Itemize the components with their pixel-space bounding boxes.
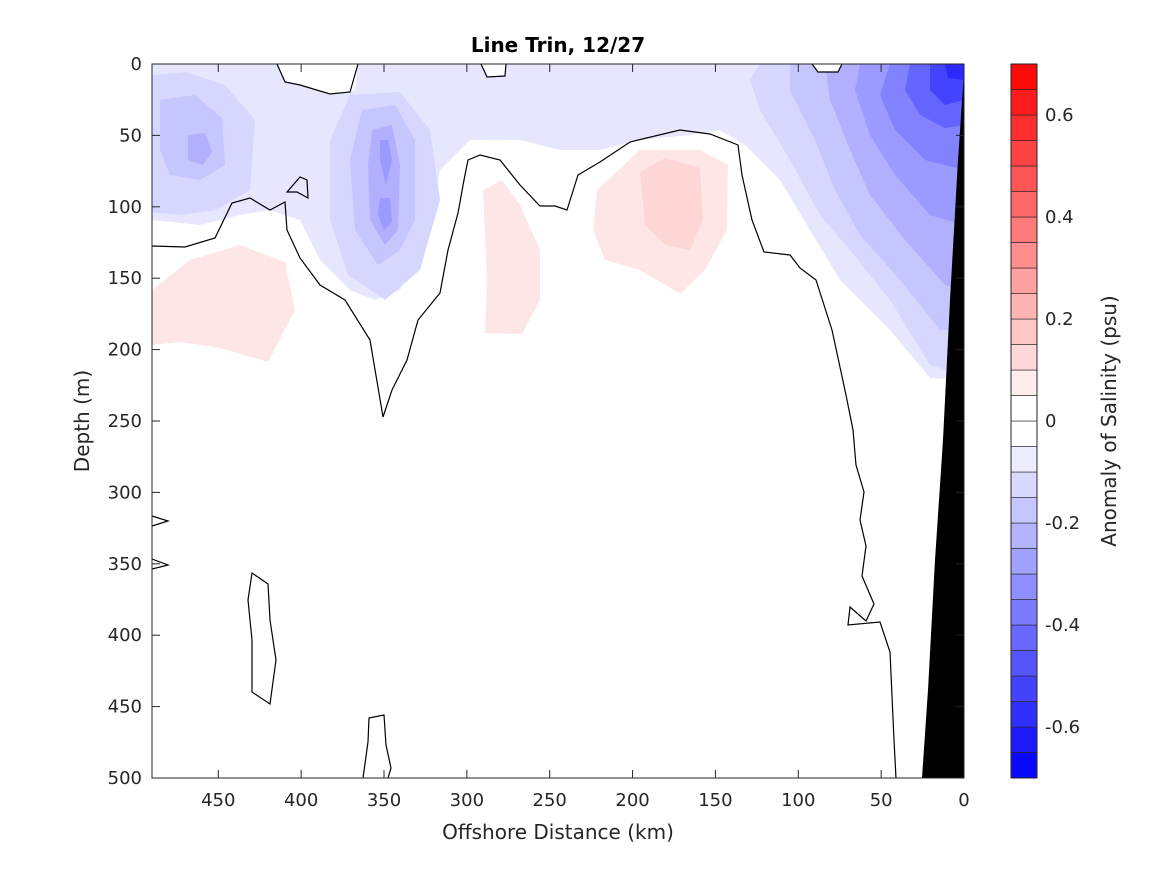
colorbar-cell xyxy=(1010,369,1038,396)
y-tick-label: 500 xyxy=(108,768,142,789)
colorbar-cell xyxy=(1010,114,1038,141)
x-tick-label: 450 xyxy=(201,790,235,811)
salty-patch-460km xyxy=(152,245,295,362)
zero-contour-small-loop xyxy=(285,176,309,200)
colorbar-cell xyxy=(1010,293,1038,320)
zero-contour-island-1 xyxy=(247,571,277,706)
x-tick-label: 0 xyxy=(958,790,969,811)
colorbar-tick-label: 0.2 xyxy=(1045,309,1074,330)
zero-contour-main xyxy=(152,129,897,778)
x-tick-label: 50 xyxy=(870,790,893,811)
surface-hole-3 xyxy=(812,64,842,72)
x-tick-label: 150 xyxy=(698,790,732,811)
colorbar-cell xyxy=(1010,89,1038,116)
colorbar-cell xyxy=(1010,63,1038,90)
colorbar-cell xyxy=(1010,650,1038,677)
y-tick-label: 450 xyxy=(108,697,142,718)
colorbar-cell xyxy=(1010,165,1038,192)
salty-patch-180km-inner xyxy=(640,158,703,250)
colorbar-cell xyxy=(1010,191,1038,218)
fresh-350km-l3 xyxy=(368,125,400,245)
x-ticks: 450 400 350 300 250 200 150 100 50 0 xyxy=(201,64,970,811)
y-ticks: 0 50 100 150 200 250 300 350 400 450 500 xyxy=(108,54,964,789)
colorbar-tick-label: -0.4 xyxy=(1045,615,1080,636)
colorbar-ticks: 0.6 0.4 0.2 0 -0.2 -0.4 -0.6 xyxy=(1045,105,1080,738)
colorbar-cell xyxy=(1010,701,1038,728)
colorbar-tick-label: -0.2 xyxy=(1045,513,1080,534)
colorbar-frame xyxy=(1010,63,1038,779)
zero-contour-surface-1 xyxy=(276,64,359,95)
colorbar-cell xyxy=(1010,752,1038,779)
colorbar-cell xyxy=(1010,497,1038,524)
zero-contour-surface-3 xyxy=(811,64,843,73)
colorbar-cell xyxy=(1010,599,1038,626)
y-tick-label: 150 xyxy=(108,268,142,289)
fresh-470km-l3 xyxy=(188,133,212,165)
x-tick-label: 100 xyxy=(781,790,815,811)
y-tick-label: 50 xyxy=(119,125,142,146)
colorbar-cell xyxy=(1010,446,1038,473)
colorbar-tick-label: -0.6 xyxy=(1045,717,1080,738)
colorbar-cell xyxy=(1010,675,1038,702)
y-tick-label: 400 xyxy=(108,625,142,646)
plot-area: 450 400 350 300 250 200 150 100 50 0 050100150200… xyxy=(108,54,970,811)
x-tick-label: 350 xyxy=(367,790,401,811)
colorbar: 0.6 0.4 0.2 0 -0.2 -0.4 -0.6 Anomaly of Salini… xyxy=(1010,63,1121,779)
x-axis-label: Offshore Distance (km) xyxy=(442,820,674,844)
fresh-nearshore-l8 xyxy=(945,64,964,80)
fresh-350km-l4 xyxy=(378,140,392,230)
x-tick-label: 250 xyxy=(533,790,567,811)
x-tick-label: 400 xyxy=(284,790,318,811)
colorbar-cell xyxy=(1010,216,1038,243)
colorbar-cell xyxy=(1010,395,1038,422)
colorbar-cell xyxy=(1010,471,1038,498)
zero-contour-island-2 xyxy=(362,714,392,778)
surface-hole-2 xyxy=(481,64,506,78)
chart-title: Line Trin, 12/27 xyxy=(471,33,645,57)
bathymetry xyxy=(922,72,964,778)
y-axis-label: Depth (m) xyxy=(70,370,94,472)
colorbar-cell xyxy=(1010,624,1038,651)
colorbar-cell xyxy=(1010,318,1038,345)
colorbar-cell xyxy=(1010,522,1038,549)
colorbar-cell xyxy=(1010,726,1038,753)
colorbar-cell xyxy=(1010,548,1038,575)
zero-contour-edge-1 xyxy=(152,515,171,527)
salty-patch-275km xyxy=(483,180,540,334)
colorbar-cell xyxy=(1010,267,1038,294)
y-tick-label: 250 xyxy=(108,411,142,432)
contour-fills xyxy=(152,64,964,778)
y-tick-label: 0 xyxy=(131,54,142,75)
y-tick-label: 300 xyxy=(108,482,142,503)
y-tick-label: 350 xyxy=(108,554,142,575)
colorbar-cell xyxy=(1010,344,1038,371)
colorbar-tick-label: 0.4 xyxy=(1045,207,1074,228)
colorbar-cells xyxy=(1010,63,1038,779)
colorbar-tick-label: 0.6 xyxy=(1045,105,1074,126)
zero-contours xyxy=(152,64,897,778)
x-tick-label: 200 xyxy=(615,790,649,811)
zero-contour-surface-2 xyxy=(480,64,507,78)
surface-hole-1 xyxy=(277,64,358,95)
colorbar-cell xyxy=(1010,140,1038,167)
x-tick-label: 300 xyxy=(450,790,484,811)
colorbar-tick-label: 0 xyxy=(1045,411,1056,432)
zero-contour-edge-2 xyxy=(152,558,171,570)
colorbar-cell xyxy=(1010,420,1038,447)
colorbar-label: Anomaly of Salinity (psu) xyxy=(1097,295,1121,546)
y-tick-label: 200 xyxy=(108,340,142,361)
colorbar-cell xyxy=(1010,242,1038,269)
colorbar-cell xyxy=(1010,573,1038,600)
y-tick-label: 100 xyxy=(108,197,142,218)
